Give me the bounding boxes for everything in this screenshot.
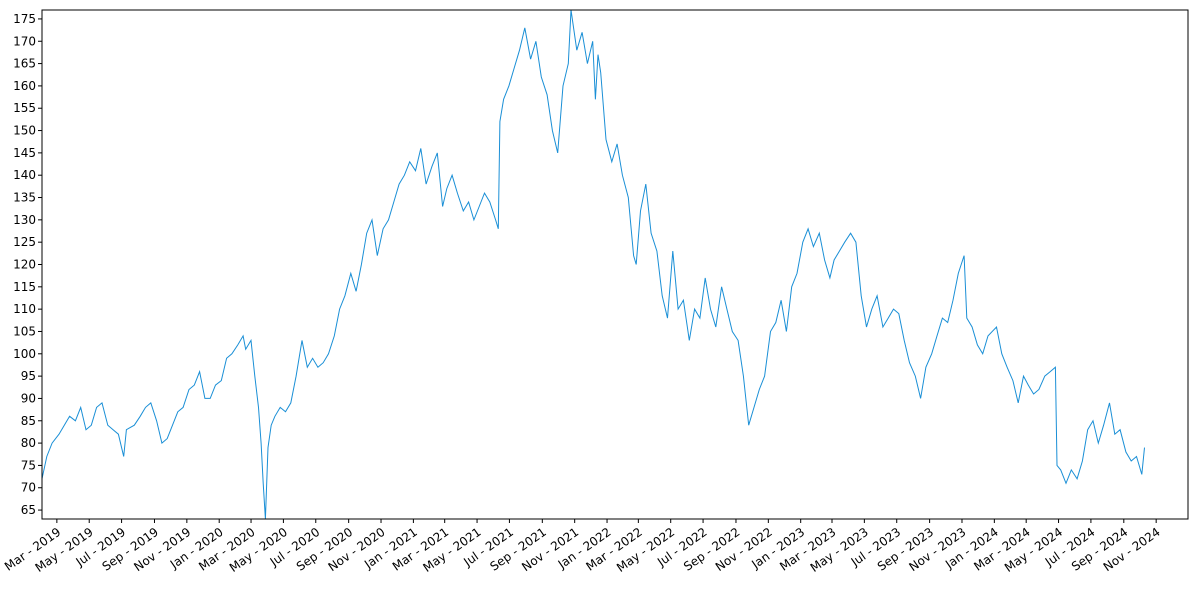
y-tick-label: 160 bbox=[13, 79, 36, 93]
y-tick-label: 135 bbox=[13, 191, 36, 205]
y-tick-label: 90 bbox=[21, 391, 36, 405]
y-tick-label: 115 bbox=[13, 280, 36, 294]
series-line bbox=[41, 9, 1145, 520]
y-tick-label: 165 bbox=[13, 57, 36, 71]
y-tick-label: 170 bbox=[13, 34, 36, 48]
y-tick-label: 105 bbox=[13, 324, 36, 338]
y-tick-label: 85 bbox=[21, 414, 36, 428]
y-tick-label: 70 bbox=[21, 481, 36, 495]
y-tick-label: 110 bbox=[13, 302, 36, 316]
y-tick-label: 150 bbox=[13, 124, 36, 138]
y-tick-label: 130 bbox=[13, 213, 36, 227]
y-tick-label: 65 bbox=[21, 503, 36, 517]
y-tick-label: 145 bbox=[13, 146, 36, 160]
plot-frame bbox=[41, 9, 1189, 520]
y-tick-label: 120 bbox=[13, 258, 36, 272]
y-axis: 65 70 75 80 85 90 95 100 105 110 115 120 125 130 135 14… bbox=[13, 12, 42, 517]
y-tick-label: 125 bbox=[13, 235, 36, 249]
y-tick-label: 155 bbox=[13, 101, 36, 115]
y-tick-label: 140 bbox=[13, 168, 36, 182]
y-tick-label: 175 bbox=[13, 12, 36, 26]
y-tick-label: 100 bbox=[13, 347, 36, 361]
y-tick-label: 75 bbox=[21, 458, 36, 472]
y-tick-label: 95 bbox=[21, 369, 36, 383]
y-tick-label: 80 bbox=[21, 436, 36, 450]
